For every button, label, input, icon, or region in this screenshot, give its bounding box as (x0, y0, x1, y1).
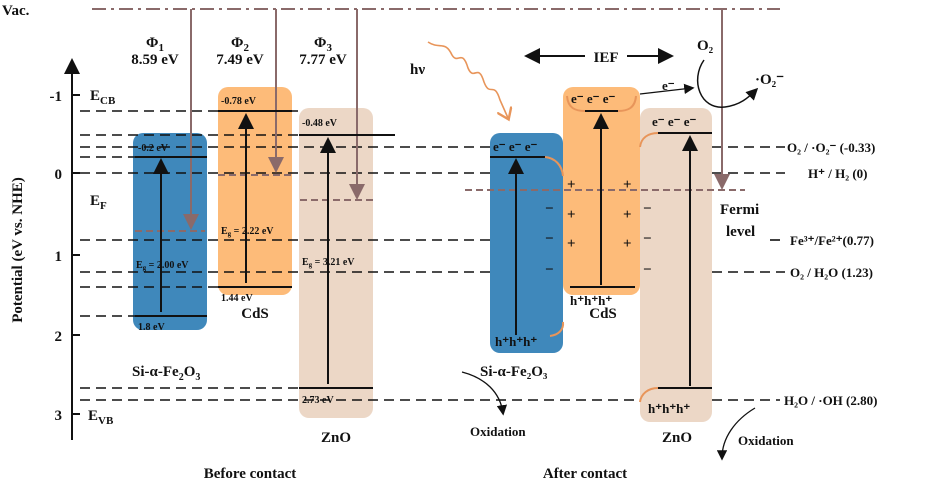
tick-label: 3 (55, 408, 63, 424)
svg-text:+: + (567, 236, 576, 252)
svg-text:Φ2: Φ2 (231, 35, 249, 54)
zno-band-after (640, 108, 712, 422)
cds-band-before (218, 87, 292, 295)
si-vb-value: 1.8 eV (138, 322, 165, 333)
zno-label: ZnO (321, 430, 351, 446)
work-function-labels: Φ1 8.59 eV Φ2 7.49 eV Φ3 7.77 eV (131, 35, 347, 68)
oxidation-arrow-right (716, 407, 756, 461)
oxidation-label-left: Oxidation (470, 424, 526, 439)
si-cb-value: -0.2 eV (138, 143, 169, 154)
y-ticks: -1 0 1 2 3 (50, 89, 80, 424)
redox-label: O₂ / H₂O (1.23) (790, 265, 873, 280)
evb-label: EVB (88, 408, 114, 427)
zno-electrons: e⁻ e⁻ e⁻ (652, 114, 697, 129)
superoxide-label: ·O₂⁻ (755, 72, 784, 88)
after-contact-caption: After contact (543, 466, 627, 482)
si-fe2o3-band-after (490, 133, 563, 353)
band-bending-curves (544, 95, 659, 403)
redox-label: Fe³⁺/Fe²⁺(0.77) (790, 233, 874, 248)
cds-electrons: e⁻ e⁻ e⁻ (571, 91, 616, 106)
redox-label: H⁺ / H₂ (0) (808, 166, 868, 181)
zno-vb-value: 2.73 eV (302, 395, 334, 406)
ecb-label: ECB (90, 88, 116, 107)
band-edges-after (490, 110, 712, 389)
cds-eg: Eg = 2.22 eV (221, 226, 274, 238)
si-eg: Eg = 2.00 eV (136, 260, 189, 272)
si-fe2o3-label-after: Si-α-Fe₂O₃ (480, 364, 548, 380)
redox-label: H₂O / ·OH (2.80) (784, 393, 877, 408)
svg-text:−: − (643, 262, 652, 278)
cds-vb-value: 1.44 eV (221, 293, 253, 304)
si-holes: h⁺h⁺h⁺ (495, 334, 537, 349)
svg-text:8.59 eV: 8.59 eV (131, 52, 179, 68)
svg-text:−: − (545, 262, 554, 278)
cds-label-after: CdS (589, 306, 617, 322)
svg-text:+: + (623, 236, 632, 252)
vac-label: Vac. (2, 3, 30, 19)
svg-text:+: + (623, 207, 632, 223)
zno-label-after: ZnO (662, 430, 692, 446)
svg-text:−: − (643, 231, 652, 247)
work-function-arrows (183, 9, 730, 230)
svg-text:−: − (643, 201, 652, 217)
svg-text:Φ1: Φ1 (146, 35, 164, 54)
svg-text:+: + (567, 177, 576, 193)
svg-text:Φ3: Φ3 (314, 35, 332, 54)
zno-holes: h⁺h⁺h⁺ (648, 401, 690, 416)
oxidation-arrow-left (461, 371, 508, 416)
tick-label: 0 (55, 167, 63, 183)
axis-title: Potential (eV vs. NHE) (10, 177, 26, 323)
tick-label: 1 (55, 249, 63, 265)
si-electrons: e⁻ e⁻ e⁻ (493, 139, 538, 154)
cds-holes: h⁺h⁺h⁺ (570, 293, 612, 308)
electron-transfer-label: e⁻ (662, 78, 675, 93)
redox-potential-labels: O₂ / ·O₂⁻ (-0.33) H⁺ / H₂ (0) Fe³⁺/Fe²⁺(… (784, 140, 877, 408)
band-edges-before (135, 110, 395, 389)
redox-label: O₂ / ·O₂⁻ (-0.33) (787, 140, 875, 155)
o2-reduction-arrow (696, 59, 759, 108)
cds-label: CdS (241, 306, 269, 322)
svg-text:7.49 eV: 7.49 eV (216, 52, 264, 68)
si-fe2o3-label: Si-α-Fe2O3 (132, 364, 200, 383)
hv-label: hν (410, 62, 425, 78)
level-label: level (726, 224, 755, 240)
fermi-level-lines (135, 174, 745, 232)
interface-charges: + + + + + + − − − − − − (545, 177, 652, 278)
fermi-label: Fermi (720, 202, 759, 218)
svg-text:−: − (545, 231, 554, 247)
svg-text:+: + (567, 207, 576, 223)
before-contact-caption: Before contact (204, 466, 297, 482)
light-wave-icon (427, 41, 508, 118)
zno-eg: Eg = 3.21 eV (302, 257, 355, 269)
ef-label: EF (90, 193, 107, 212)
o2-label: O₂ (697, 38, 714, 54)
ief-label: IEF (593, 50, 618, 66)
oxidation-label-right: Oxidation (738, 433, 794, 448)
cds-cb-value: -0.78 eV (221, 96, 257, 107)
zno-cb-value: -0.48 eV (302, 118, 338, 129)
svg-text:+: + (623, 177, 632, 193)
tick-label: 2 (55, 329, 63, 345)
svg-text:−: − (545, 201, 554, 217)
tick-label: -1 (50, 89, 63, 105)
svg-text:7.77 eV: 7.77 eV (299, 52, 347, 68)
electron-transfer-arrow (639, 83, 695, 95)
